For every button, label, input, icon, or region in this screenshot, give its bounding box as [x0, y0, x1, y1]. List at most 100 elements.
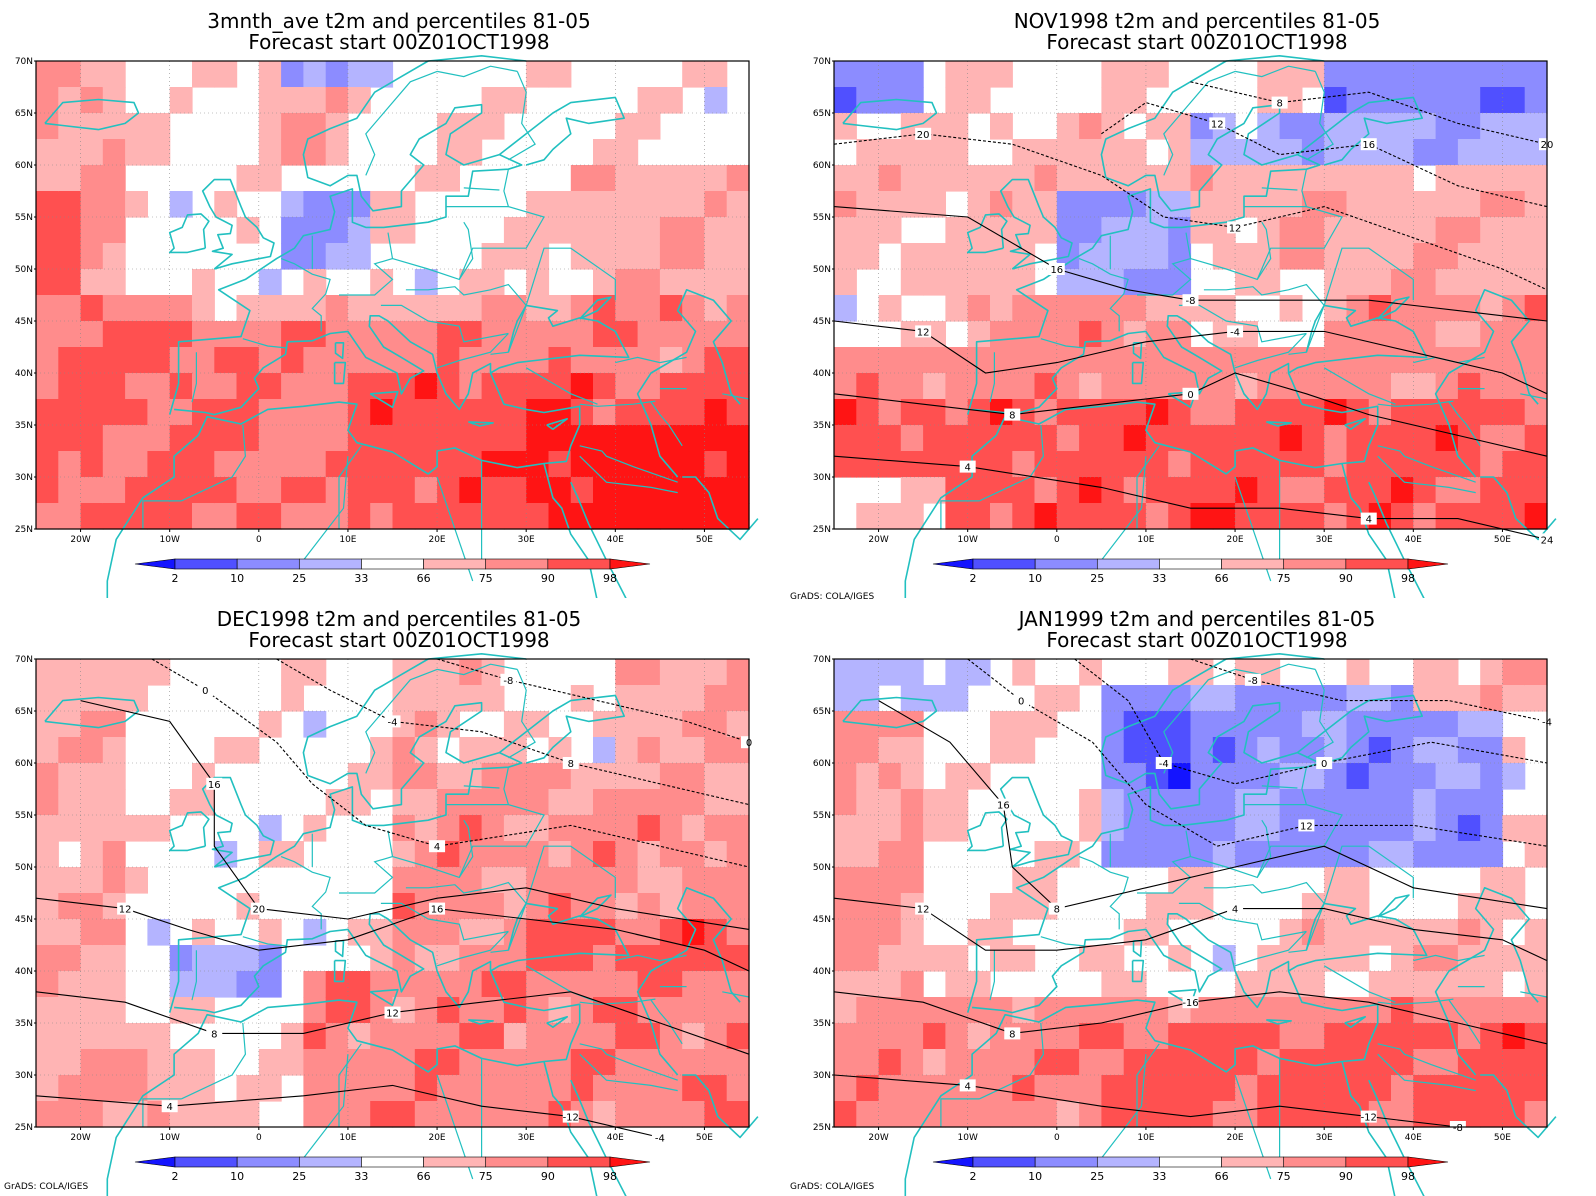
contour-label: 16 [1050, 265, 1063, 276]
contour-label-box [1360, 512, 1377, 525]
contour-label: -8 [1186, 296, 1196, 307]
lat-label: 25N [813, 525, 831, 535]
contour-label: 20 [252, 905, 265, 916]
coastline [106, 970, 581, 1196]
border-line [302, 1054, 349, 1159]
border-line [650, 401, 683, 447]
colorbar-swatch [609, 1156, 651, 1168]
contour-label: -12 [563, 1113, 579, 1124]
border-line [1377, 1053, 1476, 1092]
contour-label: 16 [431, 905, 444, 916]
lat-label: 70N [15, 655, 33, 665]
lat-label: 45N [15, 915, 33, 925]
colorbar-label: 66 [1215, 572, 1229, 585]
colorbar-label: 66 [417, 1170, 431, 1183]
border-line [436, 931, 509, 967]
coastline [334, 940, 345, 958]
coastline [842, 696, 938, 729]
colorbar-swatch [1034, 558, 1098, 570]
lat-label: 70N [813, 655, 831, 665]
lat-label: 30N [15, 473, 33, 483]
border-line [392, 221, 474, 281]
colorbar-label: 25 [1090, 572, 1104, 585]
border-line [405, 881, 527, 904]
coastline [966, 653, 1325, 1013]
map-dec1998: 4 8 12 16 0 -4 -8 -12 12 16 20 4 8 0 -4 70N 65N 60N 55N 50N… [15, 653, 759, 1196]
colorbar-swatch [1096, 558, 1160, 570]
coastline [1266, 1019, 1292, 1025]
border-line [436, 663, 518, 676]
contour-label: 12 [1300, 821, 1313, 832]
coastline [579, 296, 612, 320]
map-3month-average: 70N 65N 60N 55N 50N 45N 40N 35N 30N 25N 20W 10W 0 10E… [15, 55, 759, 598]
contour-label-box [915, 325, 932, 338]
border-line [615, 356, 687, 364]
colorbar-swatch [1221, 558, 1285, 570]
colorbar-swatch [1345, 558, 1409, 570]
coastline [168, 811, 210, 852]
lat-label: 45N [15, 317, 33, 327]
colorbar-swatch [423, 1156, 487, 1168]
contour-line [833, 372, 1548, 457]
coastline [1434, 289, 1539, 478]
border-line [989, 352, 995, 403]
contour-label-box [1360, 138, 1377, 151]
contour-label-box [1227, 221, 1244, 234]
border-line [1377, 400, 1454, 407]
panel-subtitle: Forecast start 00Z01OCT1998 [248, 628, 550, 652]
lon-label: 40E [1405, 535, 1422, 545]
colorbar-label: 2 [970, 572, 977, 585]
contour-label-box [915, 902, 932, 915]
coastline [1344, 418, 1366, 430]
border-line [1306, 669, 1334, 759]
borders [940, 65, 1548, 582]
coastline [972, 304, 1428, 416]
coastline [999, 776, 1073, 868]
contour-label-box [429, 840, 446, 853]
colorbar-swatch [1345, 1156, 1409, 1168]
border-line [242, 338, 288, 349]
panel-subtitle: Forecast start 00Z01OCT1998 [1046, 628, 1348, 652]
contour-label-box [1360, 1110, 1377, 1123]
contour-label: 16 [208, 780, 221, 791]
border-line [1377, 1043, 1476, 1081]
coastline [333, 361, 347, 385]
border-line [1190, 221, 1272, 281]
lat-label: 55N [813, 213, 831, 223]
lat-label: 50N [813, 265, 831, 275]
coastline [1377, 296, 1410, 320]
panel-subtitle: Forecast start 00Z01OCT1998 [1046, 30, 1348, 54]
contour-line [878, 700, 1548, 910]
border-line [650, 999, 683, 1045]
border-line [1261, 187, 1298, 191]
lon-label: 30E [1316, 1133, 1333, 1143]
lat-label: 65N [813, 109, 831, 119]
border-line [1377, 455, 1476, 494]
lat-label: 45N [813, 317, 831, 327]
border-line [508, 71, 536, 161]
lon-label: 20E [1226, 1133, 1243, 1143]
border-line [615, 954, 687, 962]
colorbar-label: 10 [1028, 572, 1042, 585]
contour-labels: 4 8 12 16 0 -4 -8 -12 12 16 20 4 8 0 -4 [117, 673, 757, 1144]
panel-title: NOV1998 t2m and percentiles 81-05 [1013, 9, 1381, 33]
lat-label: 25N [15, 1123, 33, 1133]
border-line [365, 668, 438, 774]
border-line [1100, 1054, 1147, 1159]
colorbar-label: 33 [354, 572, 368, 585]
border-line [1323, 965, 1396, 1003]
border-line [722, 393, 750, 400]
coastline [904, 970, 1379, 1196]
colorbar-swatch [1096, 1156, 1160, 1168]
lat-label: 55N [15, 213, 33, 223]
contour-label: 12 [917, 905, 930, 916]
lon-label: 30E [518, 1133, 535, 1143]
border-line [1040, 338, 1086, 349]
colorbar-swatch [1159, 558, 1222, 570]
lon-label: 20W [70, 535, 90, 545]
map-frame [35, 658, 750, 1128]
lon-label: 10W [160, 535, 180, 545]
contour-label: -4 [388, 717, 398, 728]
panel-3month-average: 3mnth_ave t2m and percentiles 81-05 Fore… [0, 0, 798, 598]
